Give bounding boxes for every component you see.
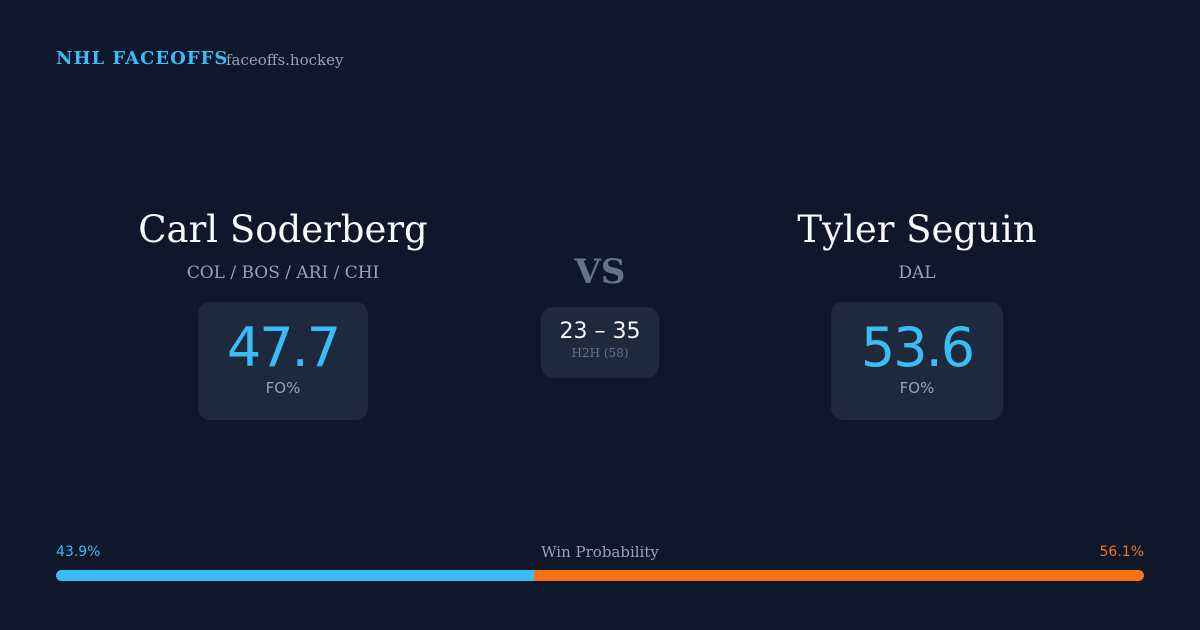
h2h-note: H2H (58): [571, 346, 629, 360]
fo-pct: 53.6: [860, 316, 975, 379]
left-segment: [56, 570, 534, 581]
player-teams: COL / BOS / ARI / CHI: [186, 263, 380, 283]
player-teams: DAL: [898, 263, 936, 283]
right-segment: [533, 570, 1144, 581]
right-probability: 56.1%: [1099, 544, 1144, 560]
player-name: Carl Soderberg: [138, 208, 428, 251]
left-probability: 43.9%: [56, 544, 101, 560]
versus: VS: [574, 252, 626, 292]
player-name: Tyler Seguin: [797, 208, 1037, 251]
probability-title: Win Probability: [541, 543, 659, 561]
site: faceoffs.hockey: [226, 51, 344, 69]
fo-pct: 47.7: [226, 316, 341, 379]
stat-box: 47.7 FO%: [198, 302, 368, 420]
brand: NHL FACEOFFS: [56, 48, 229, 69]
stat-label: FO%: [265, 379, 301, 397]
h2h-box: 23 – 35 H2H (58): [541, 307, 659, 378]
stat-label: FO%: [899, 379, 935, 397]
h2h-record: 23 – 35: [559, 319, 641, 344]
probability-bar: [56, 570, 1144, 581]
stat-box: 53.6 FO%: [831, 302, 1003, 420]
